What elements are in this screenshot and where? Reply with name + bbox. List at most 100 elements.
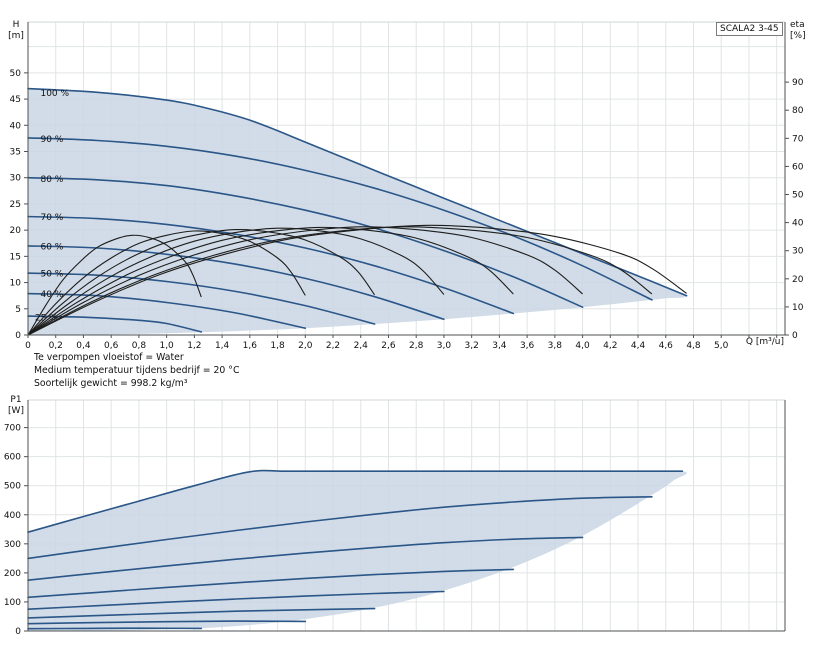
plot-frame [27, 399, 786, 632]
speed-curve-label: 80 % [40, 175, 63, 185]
x-tick-label: 1,6 [243, 341, 258, 351]
y-left-tick-label: 500 [4, 482, 21, 492]
x-tick-label: 1,8 [270, 341, 285, 351]
eta-axis-unit-label: eta [%] [790, 20, 806, 42]
speed-curve-90 [27, 496, 653, 560]
axis-ticks-and-labels: 0 100 200 300 400 500 600 700 [4, 424, 28, 637]
x-tick-label: 4,2 [603, 341, 617, 351]
x-tick-label: 4,0 [575, 341, 590, 351]
x-tick-label: 3,8 [548, 341, 563, 351]
power-chart: 0 100 200 300 400 500 600 700 [4, 399, 786, 637]
y-left-tick-label: 600 [4, 453, 21, 463]
y-right-tick-label: 60 [792, 162, 804, 172]
y-left-tick-label: 400 [4, 511, 21, 521]
y-left-tick-label: 30 [10, 174, 22, 184]
y-left-tick-label: 200 [4, 569, 21, 579]
y-left-tick-label: 35 [10, 147, 21, 157]
y-left-tick-label: 100 [4, 598, 21, 608]
q-axis-unit-label: Q [m³/u] [745, 337, 784, 347]
y-left-tick-label: 25 [10, 200, 21, 210]
y-right-tick-label: 80 [792, 106, 804, 116]
plot-frame [27, 21, 786, 336]
speed-curve-80 [27, 536, 584, 581]
speed-curve-label: 100 % [40, 89, 69, 99]
h-axis-unit-label: H [m] [5, 20, 27, 42]
y-right-tick-label: 70 [792, 134, 804, 144]
speed-curve-25 [27, 627, 203, 630]
y-left-tick-label: 40 [10, 121, 22, 131]
y-left-tick-label: 20 [10, 226, 22, 236]
y-right-tick-label: 0 [792, 331, 798, 341]
speed-curve-60 [27, 245, 445, 321]
x-tick-label: 4,4 [631, 341, 646, 351]
p1-axis-unit-label: P1 [W] [5, 395, 27, 417]
speed-curve-50 [27, 272, 376, 325]
y-right-tick-label: 10 [792, 303, 804, 313]
x-tick-label: 1,0 [159, 341, 174, 351]
x-tick-label: 4,8 [686, 341, 701, 351]
y-right-tick-label: 90 [792, 78, 804, 88]
pump-model-badge: SCALA2 3-45 [716, 22, 783, 36]
x-tick-label: 0,2 [49, 341, 63, 351]
speed-curve-label: 50 % [40, 270, 63, 280]
speed-curve-25 [27, 315, 203, 333]
x-tick-label: 1,4 [215, 341, 230, 351]
efficiency-curve-60 [27, 227, 445, 336]
y-left-tick-label: 45 [10, 95, 21, 105]
condition-density: Soortelijk gewicht = 998.2 kg/m³ [34, 377, 188, 389]
x-tick-label: 0,6 [104, 341, 119, 351]
y-right-tick-label: 50 [792, 191, 804, 201]
x-tick-label: 2,8 [409, 341, 424, 351]
eta-axis-unit-line1: eta [790, 20, 805, 30]
y-left-tick-label: 10 [10, 279, 22, 289]
speed-curve-label: 25 % [35, 314, 58, 324]
speed-curve-80 [27, 176, 584, 308]
y-left-tick-label: 50 [10, 69, 22, 79]
y-right-tick-label: 30 [792, 247, 804, 257]
x-tick-label: 0 [25, 341, 31, 351]
y-left-tick-label: 700 [4, 424, 21, 434]
x-tick-label: 2,2 [326, 341, 340, 351]
h-axis-unit-line2: [m] [8, 31, 24, 41]
efficiency-curve-80 [27, 226, 583, 336]
y-left-tick-label: 0 [15, 331, 21, 341]
operating-envelope [28, 470, 687, 631]
axis-ticks-and-labels: 0 0,2 0,4 0,6 0,8 1,0 1,2 1,4 1,6 1,8 2,0 2,2 2,4 2,6… [10, 69, 804, 351]
efficiency-curve-40 [27, 230, 306, 336]
x-tick-label: 2,6 [381, 341, 396, 351]
x-tick-label: 3,0 [437, 341, 452, 351]
speed-curve-50 [27, 607, 376, 619]
x-tick-label: 0,8 [132, 341, 147, 351]
eta-axis-unit-line2: [%] [790, 31, 806, 41]
x-tick-label: 1,2 [187, 341, 201, 351]
efficiency-curve-50 [27, 229, 376, 336]
speed-curve-label: 60 % [40, 242, 63, 252]
x-tick-label: 3,2 [464, 341, 478, 351]
speed-curve-70 [27, 568, 515, 599]
p1-axis-unit-line2: [W] [8, 406, 24, 416]
x-tick-label: 2,0 [298, 341, 313, 351]
operating-conditions: Te verpompen vloeistof = Water Medium te… [34, 352, 239, 391]
p1-axis-unit-line1: P1 [10, 395, 22, 405]
y-right-tick-label: 20 [792, 275, 804, 285]
x-tick-label: 4,6 [659, 341, 674, 351]
x-tick-label: 2,4 [354, 341, 369, 351]
x-tick-label: 5,0 [714, 341, 729, 351]
condition-temperature: Medium temperatuur tijdens bedrijf = 20 … [34, 364, 240, 376]
y-left-tick-label: 5 [15, 305, 21, 315]
h-axis-unit-line1: H [12, 20, 20, 30]
y-left-tick-label: 15 [10, 252, 21, 262]
x-tick-label: 3,4 [492, 341, 507, 351]
speed-curve-100 [27, 87, 688, 297]
x-tick-label: 3,6 [520, 341, 535, 351]
speed-curve-label: 90 % [40, 135, 63, 145]
speed-curve-label: 70 % [40, 213, 63, 223]
y-left-tick-label: 300 [4, 540, 21, 550]
condition-liquid: Te verpompen vloeistof = Water [34, 352, 184, 363]
head-efficiency-chart: 100 %90 %80 %70 %60 %50 %40 %25 %0 0,2 0,4… [10, 21, 804, 351]
y-right-tick-label: 40 [792, 219, 804, 229]
speed-curve-60 [27, 590, 445, 610]
speed-curve-40 [27, 620, 307, 625]
